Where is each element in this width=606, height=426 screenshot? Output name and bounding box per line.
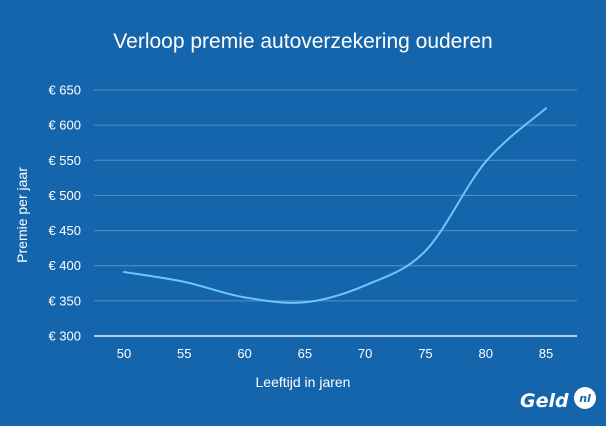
data-point [544, 106, 548, 110]
x-tick-label: 65 [298, 346, 312, 361]
x-tick-label: 50 [117, 346, 131, 361]
y-tick-label: € 550 [48, 153, 81, 168]
y-tick-label: € 450 [48, 223, 81, 238]
y-tick-label: € 400 [48, 258, 81, 273]
x-tick-labels: 50 55 60 65 70 75 80 85 [117, 346, 553, 361]
y-tick-label: € 650 [48, 83, 81, 98]
x-tick-label: 60 [237, 346, 251, 361]
y-tick-label: € 350 [48, 293, 81, 308]
series-line [123, 107, 547, 304]
geld-nl-logo: Geld nl [520, 387, 596, 412]
series-group [122, 106, 548, 304]
data-point [243, 295, 247, 299]
x-axis-label: Leeftijd in jaren [256, 374, 351, 390]
chart-title: Verloop premie autoverzekering ouderen [113, 30, 492, 53]
x-tick-label: 55 [177, 346, 191, 361]
y-tick-label: € 500 [48, 188, 81, 203]
y-tick-labels: € 300 € 350 € 400 € 450 € 500 € 550 € 600 € 650 [48, 83, 81, 344]
logo-suffix: nl [579, 392, 591, 405]
x-tick-label: 80 [478, 346, 492, 361]
y-tick-label: € 300 [48, 329, 81, 344]
data-point [423, 249, 427, 253]
data-point [122, 270, 126, 274]
logo-badge-icon [574, 387, 596, 409]
logo-text: Geld [520, 390, 569, 412]
data-point [303, 300, 307, 304]
x-tick-label: 70 [358, 346, 372, 361]
x-tick-label: 75 [418, 346, 432, 361]
y-axis-label: Premie per jaar [14, 167, 30, 263]
data-point [363, 283, 367, 287]
data-point [484, 160, 488, 164]
x-tick-label: 85 [539, 346, 553, 361]
gridlines [94, 89, 577, 337]
y-tick-label: € 600 [48, 118, 81, 133]
data-point [182, 280, 186, 284]
